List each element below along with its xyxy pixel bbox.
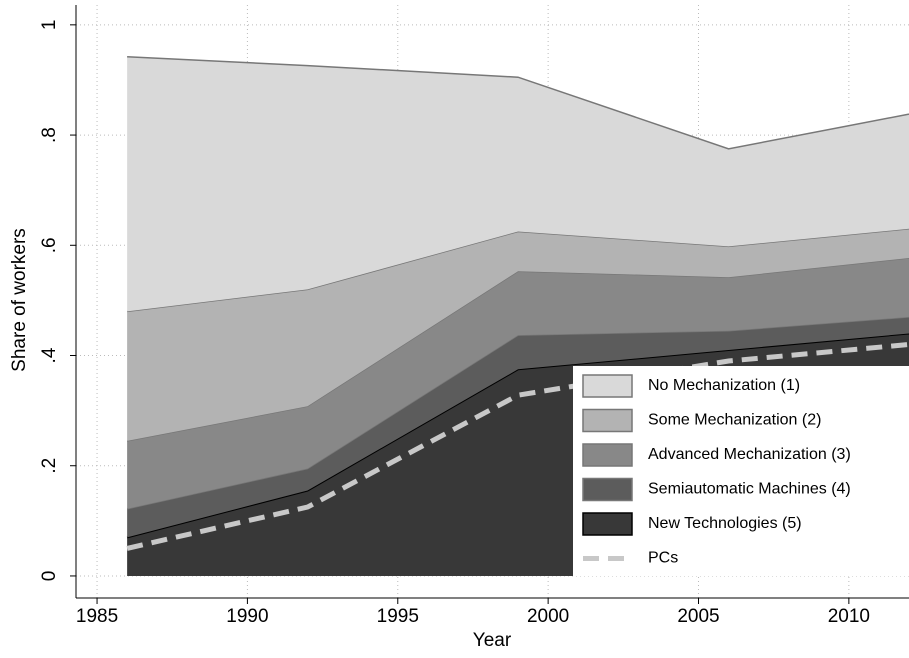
x-tick-label: 2010: [828, 606, 870, 627]
y-tick-label: 1: [39, 20, 60, 31]
legend-swatch: [582, 408, 633, 433]
area: [127, 257, 909, 509]
x-tick-label: 2000: [527, 606, 569, 627]
area: [127, 316, 909, 538]
area: [127, 56, 909, 312]
legend-label: Semiautomatic Machines (4): [648, 481, 851, 498]
legend-swatch: [582, 443, 633, 467]
x-tick-label: 2005: [677, 606, 719, 627]
legend-swatch: [582, 374, 633, 398]
legend-label: No Mechanization (1): [648, 377, 800, 394]
legend-label: PCs: [648, 550, 678, 567]
y-tick-label: 0: [39, 571, 60, 582]
x-tick-label: 1985: [76, 606, 118, 627]
y-axis-title: Share of workers: [9, 228, 30, 372]
y-tick-label: .6: [39, 237, 60, 253]
area: [127, 228, 909, 441]
legend-box: [573, 366, 909, 576]
x-tick-label: 1990: [226, 606, 268, 627]
legend-label: New Technologies (5): [648, 515, 802, 532]
area-edge: [127, 56, 909, 150]
legend-label: Some Mechanization (2): [648, 412, 821, 429]
x-tick-label: 1995: [377, 606, 419, 627]
y-tick-label: .8: [39, 127, 60, 143]
legend-swatch: [582, 477, 633, 502]
y-tick-label: .2: [39, 458, 60, 474]
legend-swatch: [582, 512, 633, 536]
legend-label: Advanced Mechanization (3): [648, 446, 851, 463]
x-axis-title: Year: [473, 630, 512, 651]
y-tick-label: .4: [39, 347, 60, 363]
